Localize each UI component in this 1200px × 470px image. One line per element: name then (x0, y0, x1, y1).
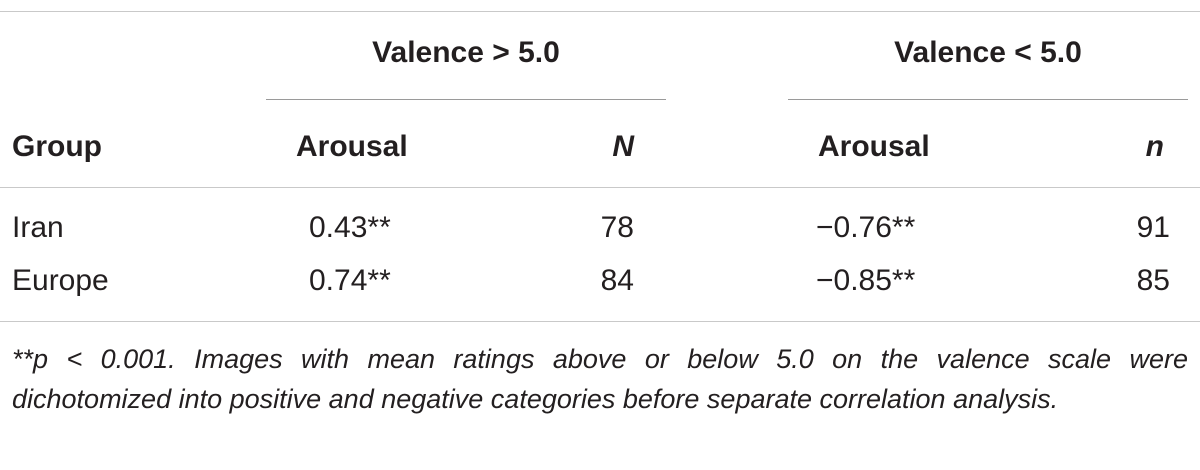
table-row-n-positive: 78 (600, 211, 634, 244)
header-bottom-rule (0, 187, 1200, 188)
table-row-arousal-positive: 0.74** (309, 264, 391, 297)
table-bottom-rule (0, 321, 1200, 322)
table-top-rule (0, 11, 1200, 12)
table-row-group: Europe (12, 264, 109, 297)
table-row-arousal-negative: −0.85** (816, 264, 916, 297)
table-row-group: Iran (12, 211, 64, 244)
table-row-arousal-negative: −0.76** (816, 211, 916, 244)
table-row-n-positive: 84 (600, 264, 634, 297)
header-arousal-negative: Arousal (818, 130, 930, 163)
header-n-negative: n (1145, 130, 1164, 163)
spanner-rule-negative (788, 99, 1188, 100)
table-footnote: **p < 0.001. Images with mean ratings ab… (12, 344, 1188, 414)
header-n-positive: N (612, 130, 634, 163)
header-arousal-positive: Arousal (296, 130, 408, 163)
header-group: Group (12, 130, 102, 163)
spanner-valence-negative: Valence < 5.0 (894, 36, 1082, 69)
table-row-n-negative: 91 (1136, 211, 1170, 244)
table-row-arousal-positive: 0.43** (309, 211, 391, 244)
table-row-n-negative: 85 (1136, 264, 1170, 297)
spanner-valence-positive: Valence > 5.0 (372, 36, 560, 69)
spanner-rule-positive (266, 99, 666, 100)
